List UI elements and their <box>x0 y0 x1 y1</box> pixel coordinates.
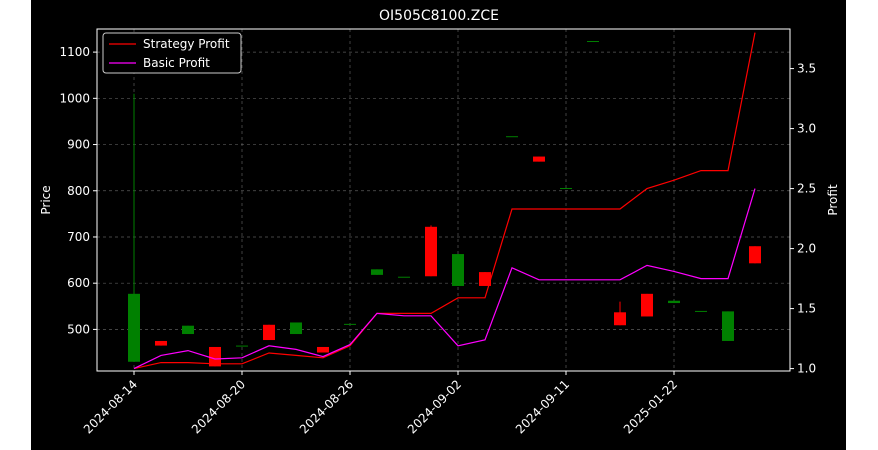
x-tick-label: 2024-08-26 <box>297 377 356 436</box>
y2-tick-label: 1.5 <box>797 302 816 316</box>
y-tick-label: 600 <box>67 276 90 290</box>
candle-body <box>452 254 464 286</box>
strategy-profit-line <box>133 32 756 370</box>
y-tick-label: 1100 <box>59 45 90 59</box>
y-tick-label: 900 <box>67 138 90 152</box>
candle-body <box>695 310 707 312</box>
y2-axis-label: Profit <box>826 184 840 216</box>
chart-title: OI505C8100.ZCE <box>379 8 499 24</box>
y-tick-label: 800 <box>67 184 90 198</box>
candle-body <box>749 246 761 264</box>
y2-tick-label: 2.5 <box>797 182 816 196</box>
candle-body <box>614 312 626 326</box>
candle-layer <box>128 41 761 367</box>
legend-label-strategy: Strategy Profit <box>143 37 230 51</box>
x-tick-label: 2024-09-11 <box>513 377 572 436</box>
x-tick-label: 2025-01-22 <box>621 377 680 436</box>
candle-body <box>236 345 248 347</box>
candle-body <box>587 41 599 43</box>
y-axis-label: Price <box>39 185 53 214</box>
candle-body <box>209 346 221 367</box>
y-tick-label: 700 <box>67 230 90 244</box>
grid-layer <box>97 29 790 371</box>
y2-tick-label: 1.0 <box>797 362 816 376</box>
y2-tick-label: 2.0 <box>797 242 816 256</box>
candle-body <box>317 346 329 353</box>
candle-body <box>425 226 437 277</box>
candle-body <box>155 340 167 346</box>
y2-tick-label: 3.0 <box>797 122 816 136</box>
candle-body <box>344 323 356 325</box>
candle-body <box>668 300 680 304</box>
y2-tick-label: 3.5 <box>797 62 816 76</box>
candle-body <box>641 293 653 317</box>
y-tick-label: 500 <box>67 322 90 336</box>
candle-body <box>263 324 275 341</box>
legend: Strategy Profit Basic Profit <box>102 32 242 74</box>
x-tick-label: 2024-08-14 <box>81 377 140 436</box>
candle-body <box>371 269 383 275</box>
candle-body <box>479 272 491 286</box>
chart-svg: OI505C8100.ZCE 500 600 700 800 900 1000 1100 1.… <box>39 8 840 436</box>
candle-body <box>290 322 302 335</box>
chart-figure: OI505C8100.ZCE 500 600 700 800 900 1000 1100 1.… <box>31 0 846 450</box>
x-tick-label: 2024-09-02 <box>405 377 464 436</box>
x-tick-label: 2024-08-20 <box>189 377 248 436</box>
y-tick-label: 1000 <box>59 91 90 105</box>
legend-label-basic: Basic Profit <box>143 56 210 70</box>
candle-body <box>533 156 545 162</box>
candle-body <box>128 293 140 362</box>
basic-profit-line <box>133 188 756 370</box>
line-layer <box>133 32 756 370</box>
candle-body <box>506 136 518 138</box>
candle-body <box>560 187 572 189</box>
candle-body <box>722 311 734 341</box>
candle-body <box>398 276 410 278</box>
candle-body <box>182 325 194 335</box>
legend-box <box>102 32 242 74</box>
plot-frame <box>96 28 791 372</box>
axis-layer: 500 600 700 800 900 1000 1100 1.0 1.5 2.0 2.5 3.0 3.… <box>59 45 816 436</box>
